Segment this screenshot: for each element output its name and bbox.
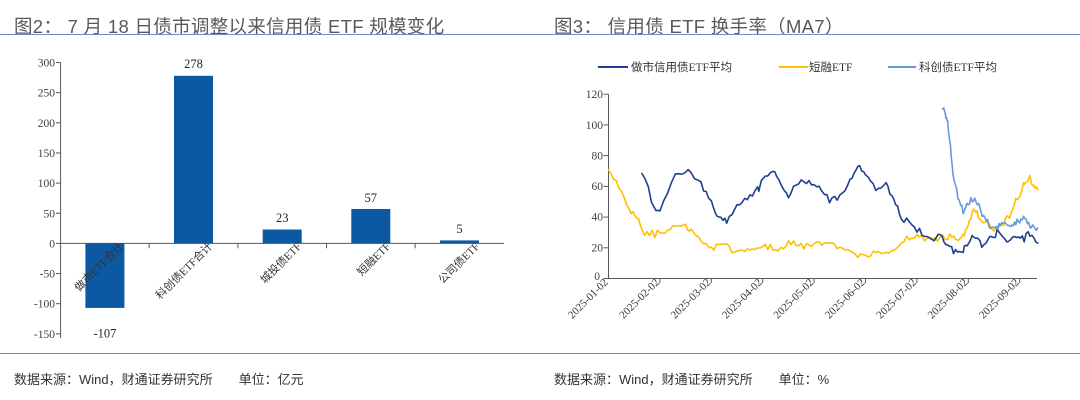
- svg-text:做市信用债ETF平均: 做市信用债ETF平均: [631, 60, 732, 74]
- svg-text:23: 23: [276, 211, 289, 225]
- svg-text:短融ETF: 短融ETF: [809, 60, 852, 74]
- svg-text:5: 5: [456, 222, 462, 236]
- svg-text:2025-09-02: 2025-09-02: [977, 277, 1022, 322]
- svg-text:2025-07-02: 2025-07-02: [874, 277, 919, 322]
- svg-text:100: 100: [38, 178, 56, 190]
- svg-text:100: 100: [586, 120, 604, 132]
- svg-text:2025-08-02: 2025-08-02: [926, 277, 971, 322]
- svg-text:2025-05-02: 2025-05-02: [771, 277, 816, 322]
- svg-text:科创债ETF合计: 科创债ETF合计: [152, 239, 215, 302]
- svg-text:科创债ETF平均: 科创债ETF平均: [919, 60, 997, 74]
- svg-text:150: 150: [38, 148, 56, 160]
- svg-text:300: 300: [38, 58, 56, 70]
- svg-text:-150: -150: [34, 329, 55, 341]
- svg-text:50: 50: [44, 208, 56, 220]
- svg-text:2025-02-02: 2025-02-02: [617, 277, 662, 322]
- svg-text:0: 0: [49, 238, 55, 250]
- svg-text:城投债ETF: 城投债ETF: [257, 239, 304, 286]
- svg-text:57: 57: [365, 191, 378, 205]
- svg-text:-50: -50: [40, 269, 56, 281]
- svg-text:2025-01-02: 2025-01-02: [566, 277, 611, 322]
- svg-text:40: 40: [592, 212, 604, 224]
- svg-text:2025-06-02: 2025-06-02: [823, 277, 868, 322]
- svg-text:250: 250: [38, 88, 56, 100]
- svg-text:-107: -107: [93, 326, 116, 340]
- svg-text:60: 60: [592, 181, 604, 193]
- svg-text:200: 200: [38, 118, 56, 130]
- svg-text:20: 20: [592, 243, 604, 255]
- svg-text:278: 278: [184, 57, 203, 71]
- svg-text:公司债ETF: 公司债ETF: [435, 239, 482, 286]
- svg-text:2025-04-02: 2025-04-02: [720, 277, 765, 322]
- svg-text:短融ETF: 短融ETF: [354, 239, 393, 278]
- svg-text:2025-03-02: 2025-03-02: [669, 277, 714, 322]
- svg-text:-100: -100: [34, 299, 55, 311]
- svg-text:80: 80: [592, 151, 604, 163]
- svg-text:120: 120: [586, 89, 604, 101]
